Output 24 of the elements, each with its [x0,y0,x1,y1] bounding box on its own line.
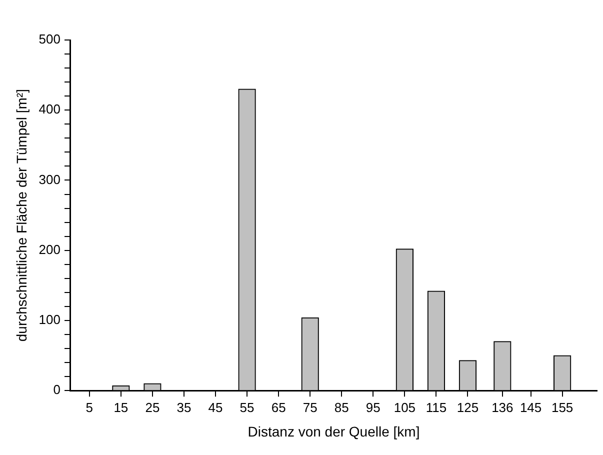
x-tick-label: 15 [114,400,128,415]
x-tick-label: 155 [551,400,574,415]
x-tick-label: 75 [302,400,318,415]
y-tick-label: 100 [38,312,60,328]
x-tick-label: 145 [520,400,542,415]
x-tick-label: 85 [334,400,349,415]
x-tick-label: 115 [426,400,447,415]
x-tick-label: 55 [240,400,254,415]
x-axis-title: Distanz von der Quelle [km] [248,423,420,440]
x-tick-label: 45 [208,400,223,415]
y-tick-label: 300 [38,172,60,187]
y-axis-title: durchschnittliche Fläche der Tümpel [m²] [13,88,30,342]
y-tick-label: 400 [38,102,60,117]
x-tick-label: 25 [145,400,160,415]
x-tick-label: 95 [366,400,380,415]
x-tick-label: 35 [176,400,192,415]
x-tick-label: 105 [394,400,416,415]
x-tick-label: 65 [271,400,286,415]
y-tick-label: 0 [53,382,60,398]
y-tick-label: 200 [38,242,60,257]
x-tick-label: 136 [492,400,514,415]
y-tick-label: 500 [38,32,60,47]
x-tick-label: 5 [86,400,94,415]
x-tick-label: 125 [456,400,479,415]
